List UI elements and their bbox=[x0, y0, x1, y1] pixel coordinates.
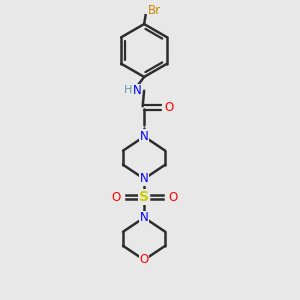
Text: O: O bbox=[111, 190, 120, 204]
Text: N: N bbox=[133, 84, 142, 97]
Text: H: H bbox=[124, 85, 132, 95]
Text: N: N bbox=[140, 211, 148, 224]
Text: O: O bbox=[168, 190, 177, 204]
Text: O: O bbox=[140, 254, 149, 266]
Text: N: N bbox=[140, 130, 148, 143]
Text: S: S bbox=[139, 190, 149, 204]
Text: N: N bbox=[140, 172, 148, 185]
Text: O: O bbox=[164, 101, 173, 114]
Text: Br: Br bbox=[148, 4, 161, 17]
